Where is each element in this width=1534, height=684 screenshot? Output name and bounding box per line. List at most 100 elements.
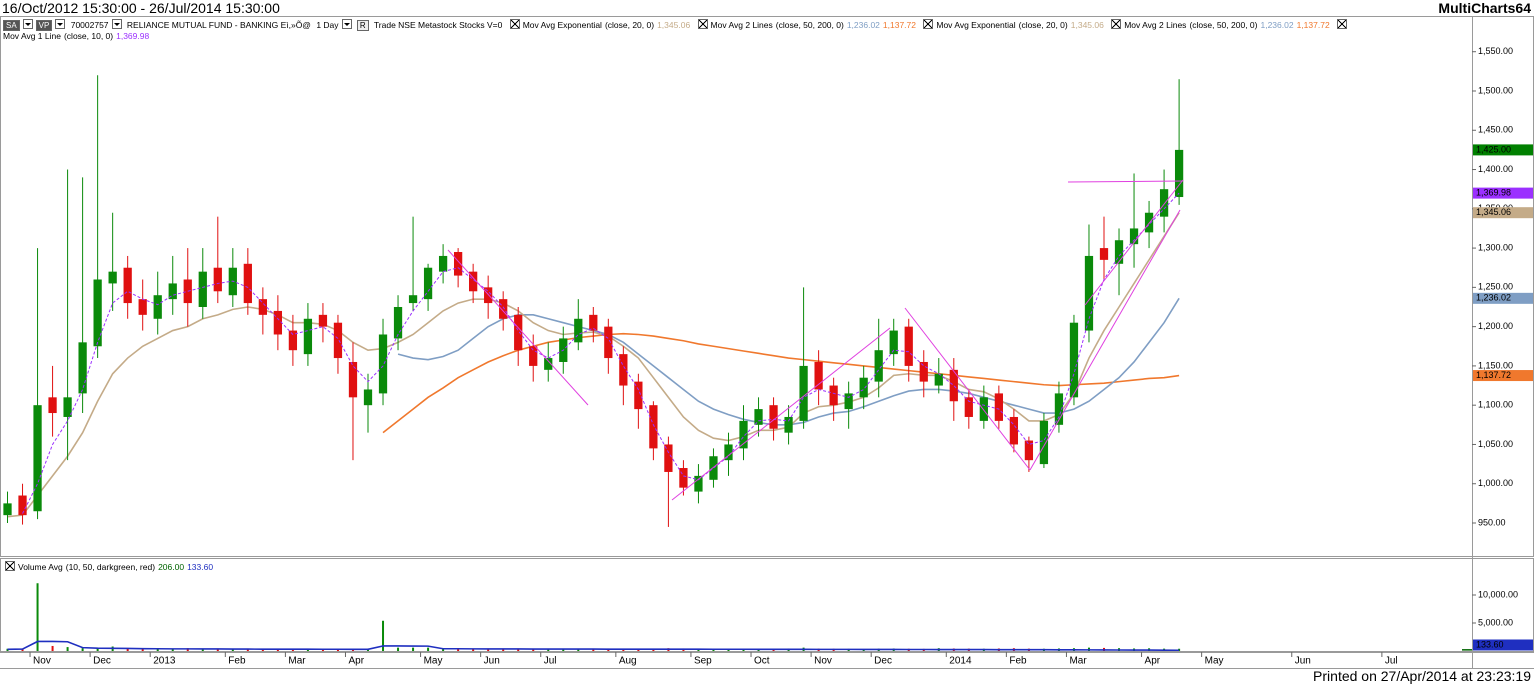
- candle-body: [378, 334, 388, 394]
- candle-body: [724, 444, 733, 461]
- volume-bar: [51, 645, 54, 651]
- indicator-params: (close, 50, 200, 0): [1189, 20, 1258, 30]
- candle-body: [799, 365, 808, 421]
- indicator-value: 1,236.02: [1260, 20, 1294, 30]
- candle-body: [484, 287, 493, 304]
- candle-body: [1054, 393, 1064, 425]
- last-value-label: 133.60: [1476, 639, 1504, 649]
- toolbar: SA VP 70002757 RELIANCE MUTUAL FUND - BAN…: [3, 19, 1350, 31]
- candle-body: [63, 397, 72, 417]
- candle-body: [739, 420, 748, 449]
- candle-body: [93, 279, 102, 347]
- candle-body: [664, 444, 673, 472]
- close-icon[interactable]: [1111, 19, 1122, 29]
- candle-body: [258, 299, 267, 315]
- candle-body: [243, 263, 252, 304]
- candle-body: [814, 361, 823, 390]
- candle-body: [604, 326, 613, 359]
- candle-body: [1024, 440, 1034, 461]
- candle-body: [694, 475, 703, 492]
- volume-bar: [231, 648, 234, 651]
- tag[interactable]: VP: [35, 20, 53, 31]
- volume-bar: [382, 620, 385, 651]
- volume-bar: [517, 648, 520, 651]
- volume-bar: [36, 583, 39, 651]
- last-value-box: [1473, 144, 1533, 156]
- close-icon[interactable]: [509, 19, 520, 29]
- candle-body: [619, 354, 628, 386]
- candle-body: [469, 271, 478, 292]
- candle-body: [408, 295, 418, 304]
- x-tick-label: May: [424, 656, 443, 667]
- dropdown[interactable]: [111, 19, 122, 29]
- candle-body: [784, 416, 793, 433]
- trend-line: [1029, 209, 1181, 471]
- trend-line: [1067, 180, 1184, 183]
- x-tick-label: Nov: [814, 656, 832, 667]
- x-tick-label: Nov: [33, 656, 51, 667]
- volume-bar: [171, 649, 174, 651]
- candle-body: [1069, 322, 1079, 398]
- last-value-box: [1473, 207, 1533, 219]
- trend-line: [671, 327, 891, 501]
- last-value-label: 1,345.06: [1476, 207, 1511, 217]
- y-tick-label: 1,550.00: [1478, 46, 1513, 56]
- x-tick-label: May: [1205, 656, 1224, 667]
- price-panel: [0, 16, 1534, 557]
- x-tick-label: Apr: [348, 656, 364, 667]
- description: RELIANCE MUTUAL FUND - BANKING Eì,»Õ@: [126, 20, 311, 30]
- tag[interactable]: SA: [3, 20, 20, 31]
- candle-body: [363, 389, 373, 406]
- volume-bar: [442, 648, 445, 651]
- close-icon[interactable]: [923, 19, 934, 29]
- close-icon[interactable]: [5, 561, 15, 571]
- y-tick-label: 1,000.00: [1478, 478, 1513, 488]
- indicator-line: [7, 640, 1180, 652]
- indicator-params: (10, 50, darkgreen, red): [65, 562, 156, 572]
- trend-lines: [447, 179, 1184, 501]
- close-icon[interactable]: [1337, 19, 1348, 29]
- candle-body: [529, 346, 538, 366]
- candle-body: [1174, 149, 1184, 198]
- volume-bar: [532, 648, 535, 651]
- volume-bar: [126, 648, 129, 651]
- last-value-box: [1473, 370, 1533, 382]
- candle-body: [919, 361, 928, 382]
- volume-bar: [397, 647, 400, 651]
- candle-body: [108, 271, 117, 284]
- close-icon[interactable]: [697, 19, 708, 29]
- volume-bar: [306, 649, 309, 651]
- y-tick-label: 1,500.00: [1478, 85, 1513, 95]
- x-tick-label: Sep: [694, 656, 712, 667]
- candle-body: [859, 377, 868, 398]
- last-value-label: 1,236.02: [1476, 293, 1511, 303]
- volume-bar: [487, 648, 490, 651]
- candle-body: [423, 267, 433, 300]
- candle-body: [979, 397, 988, 421]
- candle-body: [1099, 248, 1109, 260]
- dropdown[interactable]: [341, 19, 352, 29]
- y-tick-label: 1,150.00: [1478, 360, 1513, 370]
- volume-bar: [261, 649, 264, 651]
- candle-body: [288, 330, 298, 351]
- y-tick-label: 10,000.00: [1478, 589, 1518, 599]
- dropdown[interactable]: [22, 19, 33, 29]
- volume-bar: [6, 648, 9, 651]
- candle-body: [874, 350, 883, 382]
- mode[interactable]: R: [356, 20, 369, 31]
- dropdown[interactable]: [55, 19, 66, 29]
- x-tick-label: Apr: [1145, 656, 1161, 667]
- candle-body: [514, 314, 523, 351]
- candle-body: [544, 358, 553, 370]
- candle-body: [153, 295, 162, 319]
- toolbar-line-2: Mov Avg 1 Line (close, 10, 0) 1,369.98: [3, 31, 152, 42]
- candle-body: [679, 468, 688, 488]
- candle-body: [889, 330, 898, 355]
- candle-body: [589, 314, 598, 331]
- app-name: MultiCharts64: [1438, 0, 1531, 16]
- y-tick-label: 1,100.00: [1478, 400, 1513, 410]
- x-tick-label: Mar: [1069, 656, 1087, 667]
- candle-body: [318, 314, 328, 327]
